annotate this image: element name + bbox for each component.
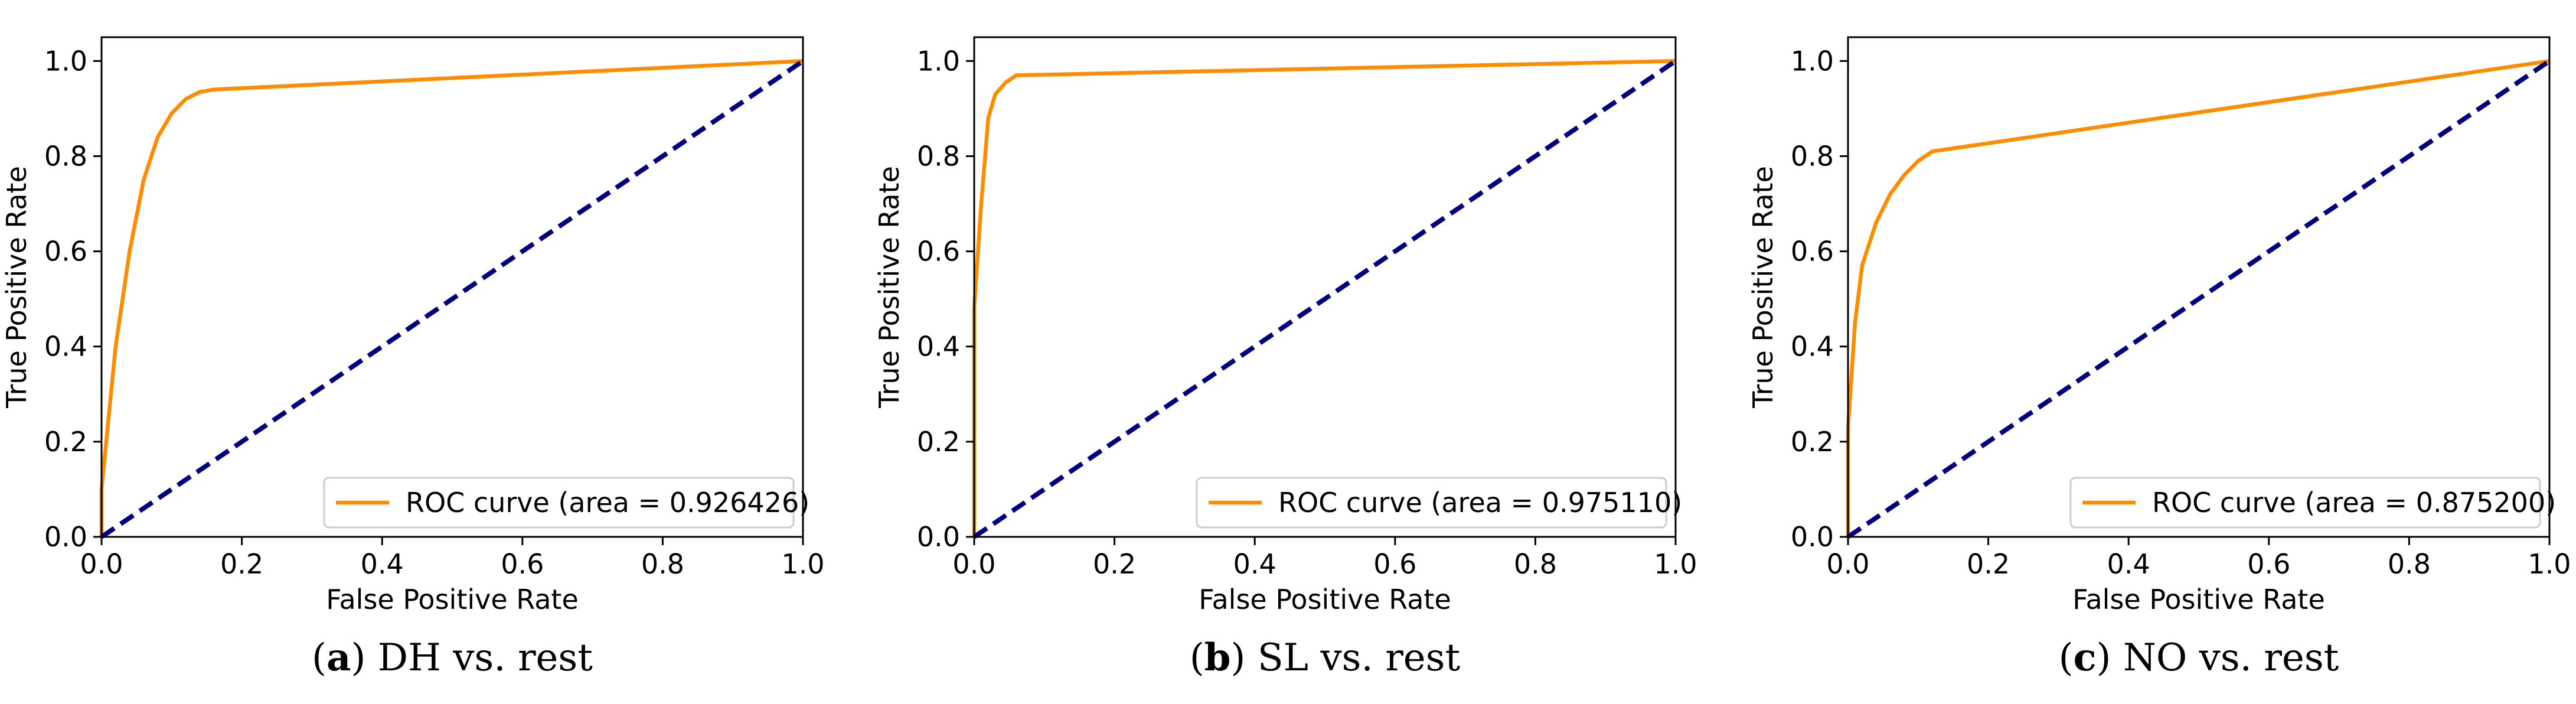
y-axis-label: True Positive Rate — [1, 166, 32, 409]
caption-close-paren: ) — [2097, 636, 2123, 680]
x-tick-label: 0.2 — [220, 548, 263, 580]
chart-panel-c: 0.0 0.2 0.4 0.6 0.8 1.0 0.0 0.2 0.4 0.6 0.8 1.0 Fals… — [1747, 36, 2571, 680]
caption-open-paren: ( — [312, 636, 327, 680]
axes-frame — [1847, 36, 2551, 538]
caption-open-paren: ( — [2059, 636, 2074, 680]
x-tick-label: 0.6 — [501, 548, 544, 580]
y-tick-label: 1.0 — [44, 45, 87, 77]
chart-panel-a: 0.0 0.2 0.4 0.6 0.8 1.0 0.0 0.2 0.4 0.6 0.8 1.0 Fals… — [1, 36, 825, 680]
legend-label: ROC curve (area = 0.975110) — [1278, 487, 1682, 519]
y-tick-label: 0.6 — [917, 236, 960, 268]
x-tick-label: 0.2 — [1967, 548, 2010, 580]
legend-box — [2069, 477, 2541, 529]
caption-letter: c — [2074, 635, 2097, 680]
y-tick-label: 0.4 — [1791, 331, 1834, 363]
caption-close-paren: ) — [351, 636, 377, 680]
chance-line — [972, 58, 1677, 539]
y-tick-label: 0.6 — [44, 236, 87, 268]
y-axis-label: True Positive Rate — [873, 166, 905, 409]
x-tick-label: 0.4 — [2107, 548, 2150, 580]
x-tick-label: 0.8 — [1514, 548, 1557, 580]
y-tick-label: 0.2 — [1791, 426, 1834, 458]
axes-frame — [100, 36, 804, 538]
roc-curve-line — [1846, 59, 2550, 537]
panel-caption: (c) NO vs. rest — [2059, 635, 2339, 680]
x-tick-label: 0.6 — [1373, 548, 1416, 580]
legend-box — [1196, 477, 1667, 529]
legend: ROC curve (area = 0.875200) — [2069, 477, 2556, 529]
chance-line — [1846, 58, 2551, 539]
y-tick-label: 0.0 — [1791, 521, 1834, 553]
x-tick-label: 1.0 — [2528, 548, 2571, 580]
x-tick-label: 0.4 — [1233, 548, 1276, 580]
x-tick-label: 1.0 — [1654, 548, 1697, 580]
roc-curve-line — [972, 59, 1676, 537]
legend-box — [323, 477, 795, 529]
x-tick-label: 0.2 — [1093, 548, 1136, 580]
caption-letter: b — [1204, 635, 1231, 680]
panel-caption: (b) SL vs. rest — [1190, 635, 1461, 680]
caption-letter: a — [327, 635, 351, 680]
x-axis-label: False Positive Rate — [1199, 584, 1451, 615]
caption-text: DH vs. rest — [378, 636, 593, 680]
y-tick-label: 0.8 — [44, 140, 87, 172]
y-tick-label: 1.0 — [1791, 45, 1834, 77]
y-tick-label: 0.6 — [1791, 236, 1834, 268]
panel-caption: (a) DH vs. rest — [312, 635, 593, 680]
x-axis-label: False Positive Rate — [2072, 584, 2325, 615]
x-tick-label: 0.8 — [641, 548, 684, 580]
y-tick-label: 0.4 — [44, 331, 87, 363]
x-tick-label: 0.0 — [80, 548, 123, 580]
legend: ROC curve (area = 0.926426) — [323, 477, 809, 529]
caption-open-paren: ( — [1190, 636, 1204, 680]
caption-text: NO vs. rest — [2123, 636, 2339, 680]
caption-text: SL vs. rest — [1258, 636, 1461, 680]
x-tick-label: 0.4 — [361, 548, 404, 580]
y-tick-label: 0.4 — [917, 331, 960, 363]
roc-curve-line — [99, 59, 804, 537]
x-tick-label: 0.0 — [1826, 548, 1869, 580]
x-tick-label: 0.8 — [2388, 548, 2431, 580]
y-axis-label: True Positive Rate — [1747, 166, 1779, 409]
y-tick-label: 0.0 — [44, 521, 87, 553]
legend-label: ROC curve (area = 0.926426) — [406, 487, 809, 519]
y-tick-label: 0.8 — [1791, 140, 1834, 172]
y-tick-label: 0.8 — [917, 140, 960, 172]
legend: ROC curve (area = 0.975110) — [1196, 477, 1682, 529]
caption-close-paren: ) — [1231, 636, 1258, 680]
y-tick-label: 0.2 — [917, 426, 960, 458]
chance-line — [100, 58, 805, 539]
x-tick-label: 0.6 — [2247, 548, 2290, 580]
y-tick-label: 0.2 — [44, 426, 87, 458]
axes-frame — [973, 36, 1677, 538]
y-tick-label: 0.0 — [917, 521, 960, 553]
x-tick-label: 0.0 — [952, 548, 995, 580]
x-tick-label: 1.0 — [781, 548, 824, 580]
legend-label: ROC curve (area = 0.875200) — [2152, 487, 2556, 519]
x-axis-label: False Positive Rate — [326, 584, 579, 615]
chart-panel-b: 0.0 0.2 0.4 0.6 0.8 1.0 0.0 0.2 0.4 0.6 0.8 1.0 Fals… — [873, 36, 1697, 680]
y-tick-label: 1.0 — [917, 45, 960, 77]
